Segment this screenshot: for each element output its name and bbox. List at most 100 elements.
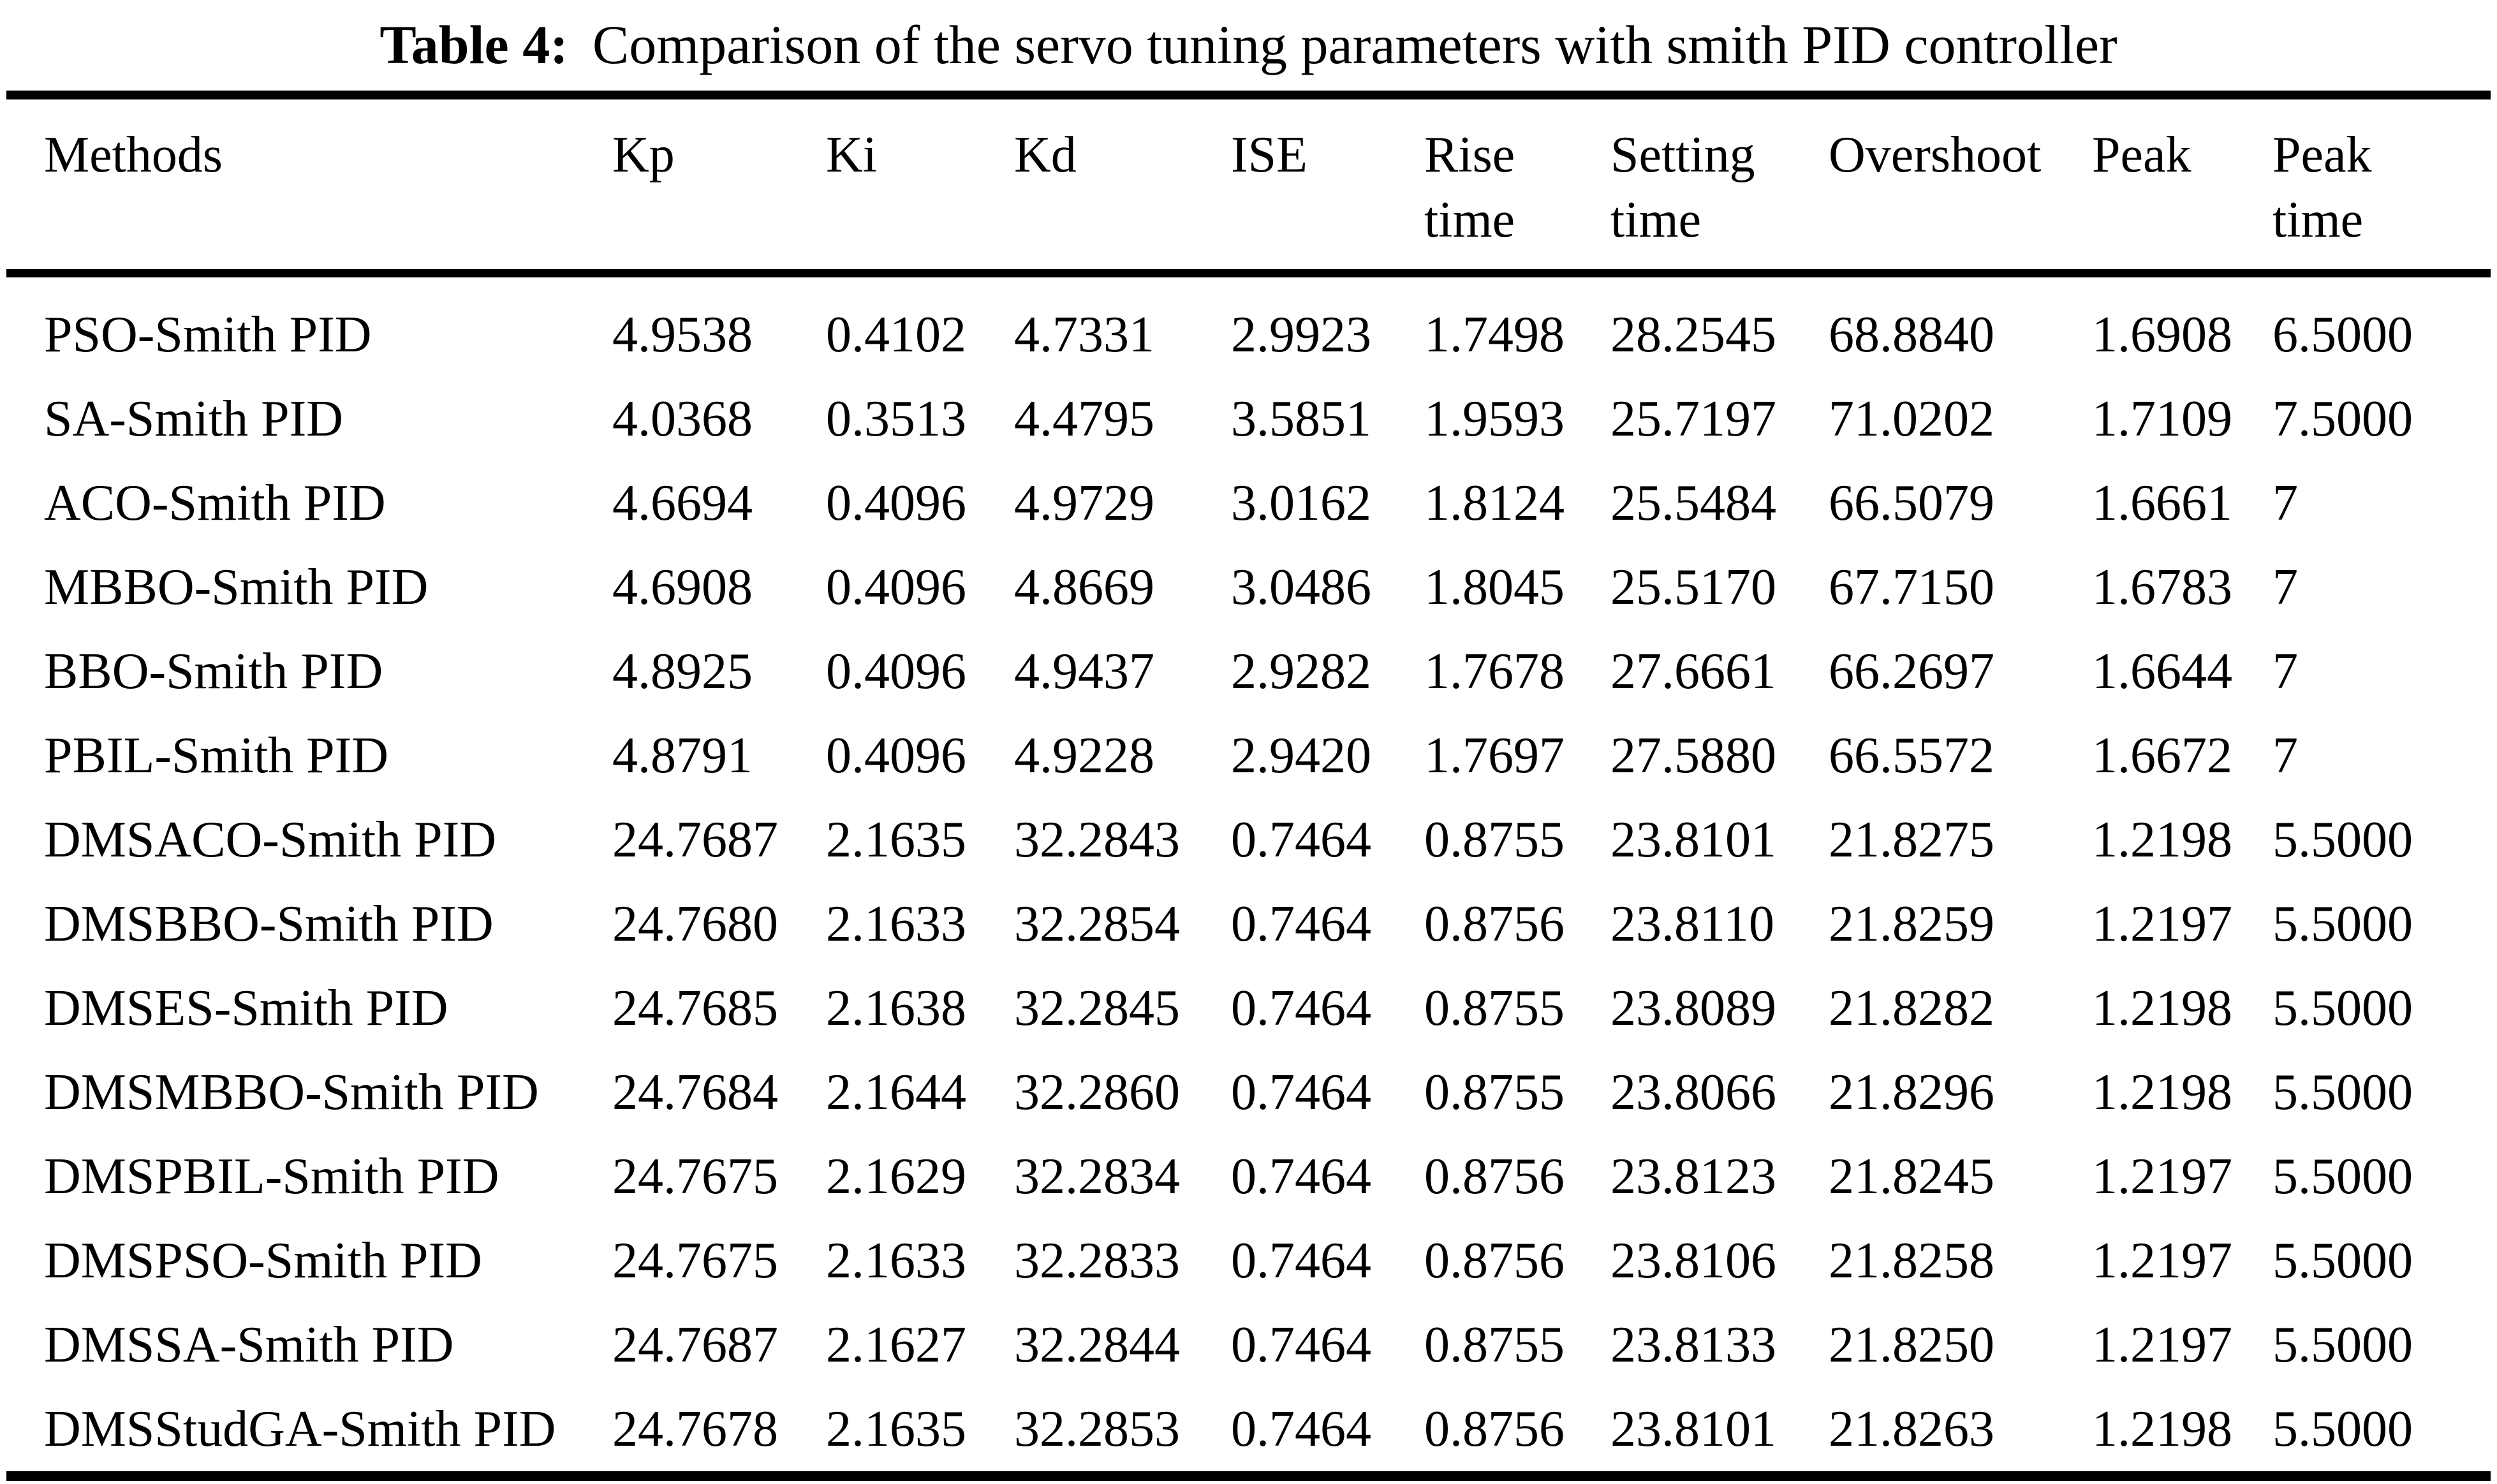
cell-kd: 32.2843 [1014,811,1180,868]
cell-kp: 4.9538 [612,306,753,363]
cell-rise-time: 0.8756 [1424,1232,1565,1289]
cell-peak: 1.6908 [2092,306,2232,363]
cell-setting-time: 27.5880 [1610,727,1776,784]
cell-peak-time: 7 [2272,474,2298,531]
table-row: DMSStudGA-Smith PID 24.7678 2.1635 32.2853 0… [6,1387,2491,1476]
cell-overshoot: 21.8282 [1829,980,1994,1036]
cell-peak: 1.2198 [2092,1064,2232,1120]
cell-kd: 32.2860 [1014,1064,1180,1120]
cell-peak-time: 5.5000 [2272,811,2413,868]
cell-kd: 32.2845 [1014,980,1180,1036]
column-header-methods: Methods [6,95,612,274]
cell-peak-time: 7 [2272,643,2298,700]
cell-setting-time: 25.5484 [1610,474,1776,531]
table-row: DMSPBIL-Smith PID 24.7675 2.1629 32.2834 0.7… [6,1135,2491,1219]
column-header-overshoot-line1: Overshoot [1829,127,2042,183]
cell-overshoot: 21.8275 [1829,811,1994,868]
column-header-peak-time-line1: Peak [2272,127,2372,183]
cell-rise-time: 1.9593 [1424,390,1565,447]
servo-tuning-parameters-table: Methods Kp Ki Kd ISE Rise time Setting time Overs… [6,91,2491,1481]
row-method-label: DMSStudGA-Smith PID [44,1400,556,1457]
row-method-label: DMSPSO-Smith PID [44,1232,482,1289]
cell-setting-time: 23.8066 [1610,1064,1776,1120]
row-method-label: BBO-Smith PID [44,643,383,700]
table-caption-text: Comparison of the servo tuning parameter… [592,14,2118,75]
cell-setting-time: 23.8101 [1610,811,1776,868]
cell-peak-time: 5.5000 [2272,1232,2413,1289]
cell-setting-time: 23.8101 [1610,1400,1776,1457]
cell-overshoot: 67.7150 [1829,559,1994,615]
cell-peak: 1.2198 [2092,1400,2232,1457]
cell-overshoot: 21.8259 [1829,895,1994,952]
table-row: DMSES-Smith PID 24.7685 2.1638 32.2845 0.746… [6,966,2491,1050]
table-row: SA-Smith PID 4.0368 0.3513 4.4795 3.5851 1.95… [6,377,2491,461]
cell-peak: 1.2197 [2092,1148,2232,1205]
cell-peak: 1.2198 [2092,980,2232,1036]
cell-peak-time: 6.5000 [2272,306,2413,363]
cell-peak-time: 7 [2272,559,2298,615]
cell-overshoot: 21.8250 [1829,1316,1994,1373]
cell-peak-time: 5.5000 [2272,895,2413,952]
cell-rise-time: 0.8756 [1424,1148,1565,1205]
cell-ise: 0.7464 [1231,980,1371,1036]
row-method-label: DMSSA-Smith PID [44,1316,454,1373]
cell-kd: 4.9437 [1014,643,1154,700]
table-row: PSO-Smith PID 4.9538 0.4102 4.7331 2.9923 1.7… [6,274,2491,378]
cell-kd: 4.9729 [1014,474,1154,531]
cell-rise-time: 0.8755 [1424,1316,1565,1373]
cell-peak: 1.2197 [2092,895,2232,952]
cell-overshoot: 21.8296 [1829,1064,1994,1120]
cell-kp: 24.7687 [612,1316,778,1373]
cell-setting-time: 25.7197 [1610,390,1776,447]
column-header-ki: Ki [826,95,1014,274]
cell-ise: 3.0486 [1231,559,1371,615]
cell-ise: 2.9282 [1231,643,1371,700]
cell-setting-time: 28.2545 [1610,306,1776,363]
cell-ise: 0.7464 [1231,1232,1371,1289]
cell-peak: 1.2198 [2092,811,2232,868]
cell-rise-time: 1.7498 [1424,306,1565,363]
cell-ki: 2.1629 [826,1148,966,1205]
row-method-label: SA-Smith PID [44,390,343,447]
table-row: DMSMBBO-Smith PID 24.7684 2.1644 32.2860 0.7… [6,1050,2491,1135]
column-header-methods-line1: Methods [44,127,223,183]
table-row: DMSACO-Smith PID 24.7687 2.1635 32.2843 0.74… [6,798,2491,882]
cell-kd: 32.2844 [1014,1316,1180,1373]
cell-ki: 2.1638 [826,980,966,1036]
cell-ki: 0.4096 [826,474,966,531]
table-body: PSO-Smith PID 4.9538 0.4102 4.7331 2.9923 1.7… [6,274,2491,1476]
column-header-ki-line1: Ki [826,127,877,183]
cell-overshoot: 66.5079 [1829,474,1994,531]
cell-kp: 24.7685 [612,980,778,1036]
cell-setting-time: 23.8133 [1610,1316,1776,1373]
table-header-row: Methods Kp Ki Kd ISE Rise time Setting time Overs… [6,95,2491,274]
cell-kp: 24.7687 [612,811,778,868]
table-row: DMSPSO-Smith PID 24.7675 2.1633 32.2833 0.74… [6,1219,2491,1303]
cell-peak-time: 5.5000 [2272,980,2413,1036]
cell-overshoot: 21.8263 [1829,1400,1994,1457]
cell-kd: 32.2854 [1014,895,1180,952]
cell-peak: 1.7109 [2092,390,2232,447]
cell-peak: 1.6644 [2092,643,2232,700]
column-header-peak-time-line2: time [2272,192,2364,248]
cell-kd: 4.9228 [1014,727,1154,784]
row-method-label: MBBO-Smith PID [44,559,429,615]
cell-kd: 4.4795 [1014,390,1154,447]
table-row: DMSBBO-Smith PID 24.7680 2.1633 32.2854 0.74… [6,882,2491,966]
table-row: BBO-Smith PID 4.8925 0.4096 4.9437 2.9282 1.7… [6,629,2491,714]
cell-ki: 2.1635 [826,1400,966,1457]
cell-ki: 0.3513 [826,390,966,447]
cell-ise: 0.7464 [1231,1148,1371,1205]
column-header-peak: Peak [2092,95,2272,274]
cell-setting-time: 23.8110 [1610,895,1775,952]
cell-ise: 0.7464 [1231,1400,1371,1457]
cell-kp: 24.7675 [612,1232,778,1289]
table-row: DMSSA-Smith PID 24.7687 2.1627 32.2844 0.746… [6,1303,2491,1387]
column-header-overshoot: Overshoot [1829,95,2092,274]
row-method-label: DMSMBBO-Smith PID [44,1064,539,1120]
table-row: MBBO-Smith PID 4.6908 0.4096 4.8669 3.0486 1.… [6,545,2491,629]
cell-overshoot: 66.2697 [1829,643,1994,700]
cell-ki: 2.1633 [826,895,966,952]
cell-peak-time: 5.5000 [2272,1316,2413,1373]
